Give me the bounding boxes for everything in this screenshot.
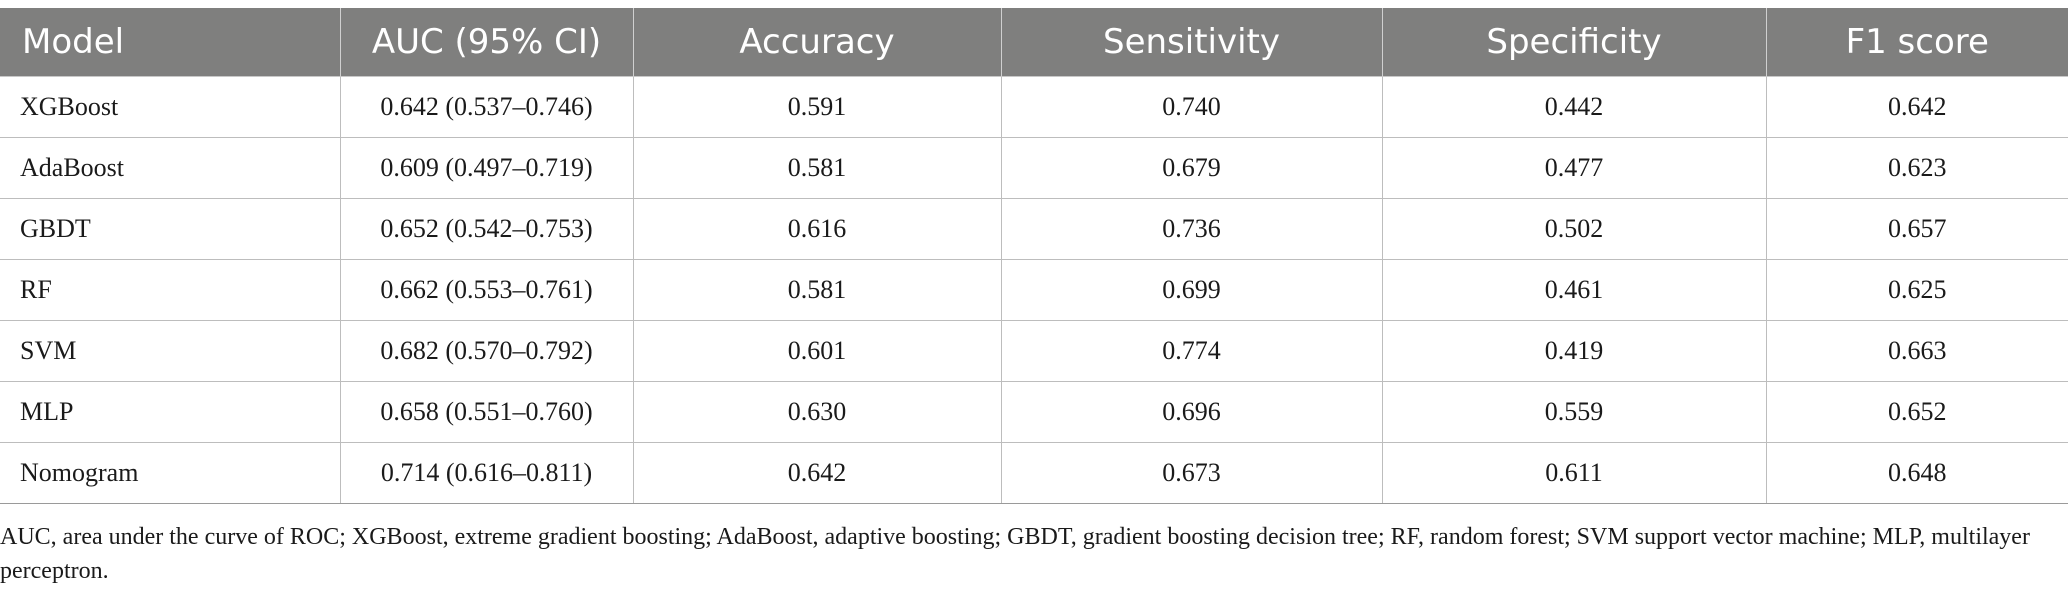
cell-model: Nomogram <box>0 442 341 504</box>
cell-auc: 0.658 (0.551–0.760) <box>340 381 634 443</box>
header-row: Model AUC (95% CI) Accuracy Sensitivity … <box>0 8 2068 77</box>
cell-model: RF <box>0 259 341 321</box>
header-auc: AUC (95% CI) <box>340 8 634 77</box>
table-row: MLP 0.658 (0.551–0.760) 0.630 0.696 0.55… <box>0 381 2068 443</box>
cell-accuracy: 0.616 <box>633 198 1002 260</box>
cell-model: MLP <box>0 381 341 443</box>
table-header: Model AUC (95% CI) Accuracy Sensitivity … <box>0 8 2068 77</box>
header-specificity: Specificity <box>1382 8 1767 77</box>
cell-specificity: 0.559 <box>1382 381 1767 443</box>
table-body: XGBoost 0.642 (0.537–0.746) 0.591 0.740 … <box>0 76 2068 504</box>
cell-model: XGBoost <box>0 76 341 138</box>
table-row: XGBoost 0.642 (0.537–0.746) 0.591 0.740 … <box>0 76 2068 138</box>
cell-f1-score: 0.623 <box>1766 137 2068 199</box>
cell-auc: 0.609 (0.497–0.719) <box>340 137 634 199</box>
header-f1-score: F1 score <box>1766 8 2068 77</box>
cell-f1-score: 0.663 <box>1766 320 2068 382</box>
cell-sensitivity: 0.774 <box>1001 320 1383 382</box>
cell-sensitivity: 0.673 <box>1001 442 1383 504</box>
cell-specificity: 0.477 <box>1382 137 1767 199</box>
cell-accuracy: 0.601 <box>633 320 1002 382</box>
table-row: RF 0.662 (0.553–0.761) 0.581 0.699 0.461… <box>0 259 2068 321</box>
cell-specificity: 0.442 <box>1382 76 1767 138</box>
cell-auc: 0.642 (0.537–0.746) <box>340 76 634 138</box>
cell-specificity: 0.419 <box>1382 320 1767 382</box>
cell-auc: 0.714 (0.616–0.811) <box>340 442 634 504</box>
cell-f1-score: 0.642 <box>1766 76 2068 138</box>
cell-f1-score: 0.625 <box>1766 259 2068 321</box>
cell-sensitivity: 0.699 <box>1001 259 1383 321</box>
cell-accuracy: 0.581 <box>633 137 1002 199</box>
table-row: GBDT 0.652 (0.542–0.753) 0.616 0.736 0.5… <box>0 198 2068 260</box>
table-row: AdaBoost 0.609 (0.497–0.719) 0.581 0.679… <box>0 137 2068 199</box>
cell-specificity: 0.461 <box>1382 259 1767 321</box>
table-footnote: AUC, area under the curve of ROC; XGBoos… <box>0 524 2030 584</box>
cell-model: AdaBoost <box>0 137 341 199</box>
results-table-container: Model AUC (95% CI) Accuracy Sensitivity … <box>0 8 2068 504</box>
cell-model: GBDT <box>0 198 341 260</box>
cell-accuracy: 0.591 <box>633 76 1002 138</box>
header-sensitivity: Sensitivity <box>1001 8 1383 77</box>
cell-auc: 0.682 (0.570–0.792) <box>340 320 634 382</box>
cell-sensitivity: 0.740 <box>1001 76 1383 138</box>
cell-accuracy: 0.630 <box>633 381 1002 443</box>
cell-f1-score: 0.648 <box>1766 442 2068 504</box>
model-performance-table: Model AUC (95% CI) Accuracy Sensitivity … <box>0 8 2068 504</box>
cell-specificity: 0.502 <box>1382 198 1767 260</box>
cell-sensitivity: 0.696 <box>1001 381 1383 443</box>
cell-specificity: 0.611 <box>1382 442 1767 504</box>
header-model: Model <box>0 8 341 77</box>
cell-auc: 0.662 (0.553–0.761) <box>340 259 634 321</box>
cell-sensitivity: 0.736 <box>1001 198 1383 260</box>
table-row: SVM 0.682 (0.570–0.792) 0.601 0.774 0.41… <box>0 320 2068 382</box>
cell-accuracy: 0.581 <box>633 259 1002 321</box>
cell-auc: 0.652 (0.542–0.753) <box>340 198 634 260</box>
table-row: Nomogram 0.714 (0.616–0.811) 0.642 0.673… <box>0 442 2068 504</box>
header-accuracy: Accuracy <box>633 8 1002 77</box>
cell-model: SVM <box>0 320 341 382</box>
cell-f1-score: 0.652 <box>1766 381 2068 443</box>
cell-accuracy: 0.642 <box>633 442 1002 504</box>
cell-f1-score: 0.657 <box>1766 198 2068 260</box>
cell-sensitivity: 0.679 <box>1001 137 1383 199</box>
